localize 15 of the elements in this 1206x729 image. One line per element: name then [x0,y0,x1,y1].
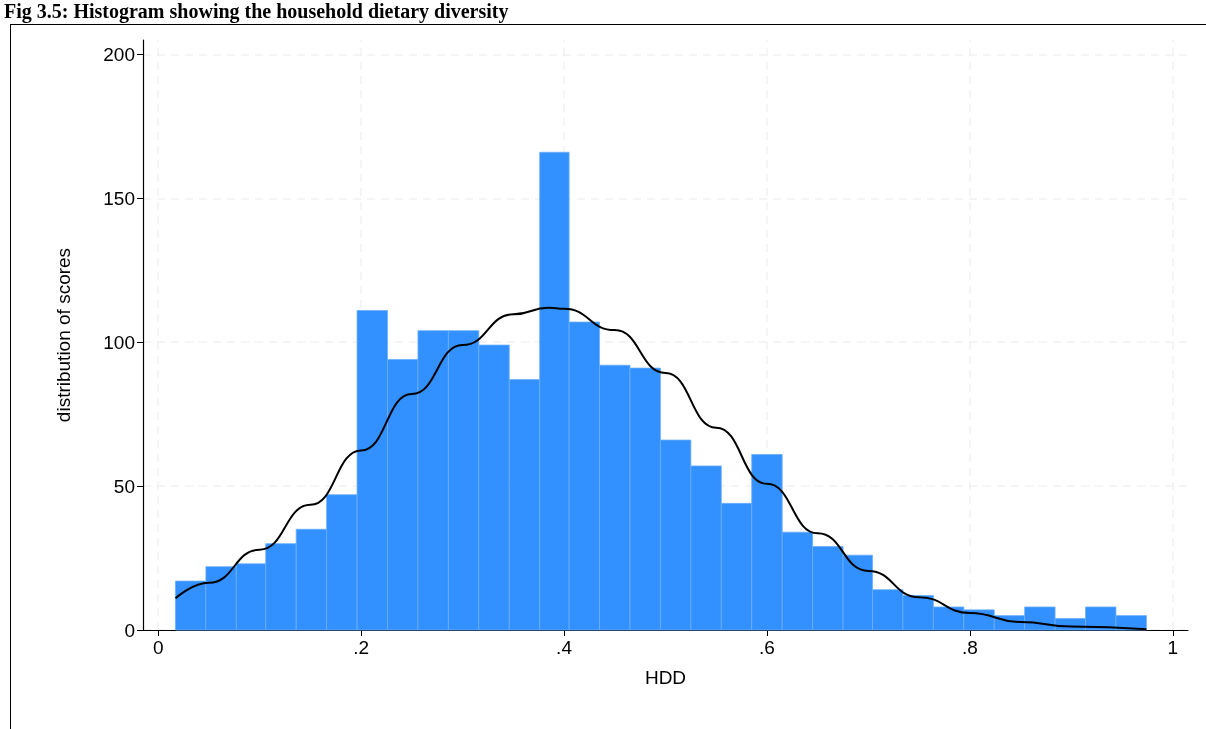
x-tick-label: 1 [1167,637,1179,658]
y-axis-title: distribution of scores [53,247,74,423]
x-tick-label: 0 [152,637,164,658]
x-tick-label: .4 [556,637,573,658]
y-tick-label: 50 [113,475,135,497]
x-axis-title: HDD [644,667,687,688]
x-tick-label: .2 [353,637,370,658]
x-tick-label: .8 [961,637,978,658]
line-series [174,306,1148,631]
chart-title: Fig 3.5: Histogram showing the household dietary diversity [4,0,509,22]
y-tick-label: 100 [103,331,135,353]
y-tick-label: 200 [103,43,135,65]
y-tick-label: 150 [103,187,135,209]
x-tick-label: .6 [759,637,775,658]
y-tick-label: 0 [124,619,135,641]
